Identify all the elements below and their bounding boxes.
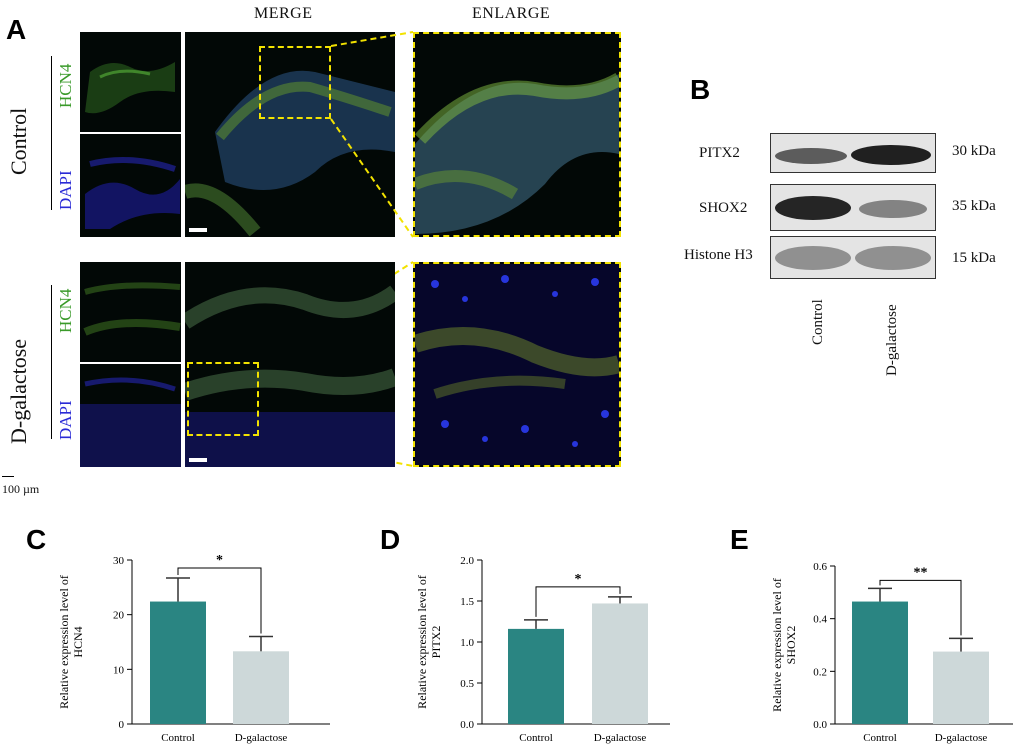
panel-d-letter: D — [380, 524, 401, 555]
y-axis-label: Relative expression level ofSHOX2 — [770, 578, 798, 712]
significance-label: * — [216, 553, 223, 568]
scale-label: 100 µm — [2, 482, 40, 496]
significance-bracket — [535, 586, 621, 617]
control-hcn4-image — [80, 32, 181, 132]
control-enlarge-image — [413, 32, 621, 237]
scale-tick — [2, 476, 14, 477]
merge-column-heading: MERGE — [254, 5, 313, 22]
wb-lane-dgalactose: D-galactose — [884, 304, 900, 376]
wb-lane-control: Control — [810, 299, 826, 345]
bar — [852, 601, 908, 724]
bar-chart-pitx2: 0.0 0.5 1.0 1.5 2.0 Relative expression level… — [415, 555, 670, 744]
y-axis-label: Relative expression level ofHCN4 — [57, 575, 85, 709]
wb-kda-histone: 15 kDa — [952, 250, 996, 266]
panel-e-letter: E — [730, 524, 749, 555]
y-tick-label: 0.0 — [460, 719, 474, 731]
wb-band-histone — [770, 236, 936, 279]
y-tick-label: 0.0 — [813, 719, 827, 731]
category-label: Control — [519, 732, 553, 744]
dgal-stain-divider — [51, 285, 52, 439]
dgal-dapi-image — [80, 364, 181, 467]
wb-label-histone: Histone H3 — [684, 247, 753, 263]
bar-chart-hcn4: 0 10 20 30 Relative expression level ofHCN4 C… — [57, 553, 330, 744]
dgal-merge-scalebar — [189, 458, 207, 462]
enlarge-column-heading: ENLARGE — [472, 5, 551, 22]
category-label: Control — [863, 732, 897, 744]
significance-label: * — [575, 572, 582, 587]
significance-label: ** — [914, 565, 928, 580]
y-tick-label: 1.5 — [460, 596, 474, 608]
bar — [233, 651, 289, 724]
wb-kda-shox2: 35 kDa — [952, 198, 996, 214]
wb-label-shox2: SHOX2 — [699, 200, 748, 216]
panel-b-letter: B — [690, 74, 711, 105]
y-tick-label: 0.5 — [460, 678, 474, 690]
significance-bracket — [879, 579, 962, 636]
wb-band-shox2 — [770, 184, 936, 231]
bar-chart-shox2: 0.0 0.2 0.4 0.6 Relative expression level of… — [770, 561, 1013, 744]
bar — [150, 601, 206, 724]
bar — [592, 603, 648, 724]
control-merge-scalebar — [189, 228, 207, 232]
bar — [508, 628, 564, 724]
dgal-merge-image — [185, 262, 395, 467]
panel-c-letter: C — [26, 524, 47, 555]
control-stain-divider — [51, 56, 52, 210]
category-label: D-galactose — [235, 732, 288, 744]
y-tick-label: 2.0 — [460, 555, 474, 567]
panel-a-letter: A — [6, 14, 27, 45]
significance-bracket — [177, 567, 262, 634]
category-label: D-galactose — [594, 732, 647, 744]
y-tick-label: 0.6 — [813, 561, 827, 573]
y-tick-label: 20 — [113, 610, 125, 622]
category-label: D-galactose — [935, 732, 988, 744]
y-axis-label: Relative expression level ofPITX2 — [415, 575, 443, 709]
y-tick-label: 0 — [119, 719, 125, 731]
bar — [933, 651, 989, 724]
y-tick-label: 0.2 — [813, 666, 827, 678]
y-tick-label: 30 — [113, 555, 125, 567]
y-tick-label: 0.4 — [813, 614, 827, 626]
wb-kda-pitx2: 30 kDa — [952, 143, 996, 159]
dgal-enlarge-image — [413, 262, 621, 467]
wb-band-pitx2 — [770, 133, 936, 173]
dgal-hcn4-image — [80, 262, 181, 362]
category-label: Control — [161, 732, 195, 744]
wb-label-pitx2: PITX2 — [699, 145, 740, 161]
dgal-zoom-box — [187, 362, 259, 436]
control-dapi-image — [80, 134, 181, 237]
y-tick-label: 1.0 — [460, 637, 474, 649]
y-tick-label: 10 — [113, 664, 125, 676]
control-zoom-box — [259, 46, 331, 119]
